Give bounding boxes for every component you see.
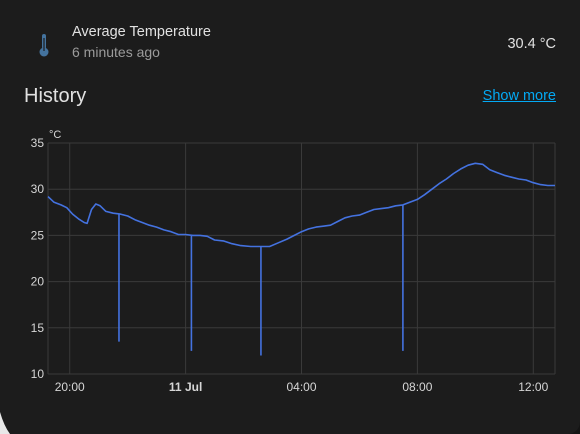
entity-state-value: 30.4 °C <box>507 36 556 52</box>
x-tick-label: 11 Jul <box>169 380 202 394</box>
x-tick-label: 04:00 <box>286 380 316 394</box>
y-tick-label: 10 <box>31 367 45 381</box>
chart-series <box>47 162 555 356</box>
entity-row-average-temperature[interactable]: Average Temperature 6 minutes ago 30.4 °… <box>0 0 580 80</box>
y-tick-label: 25 <box>31 228 45 242</box>
resize-corner-icon <box>0 412 10 434</box>
temperature-series-line <box>47 162 555 248</box>
x-tick-label: 08:00 <box>402 380 432 394</box>
x-tick-label: 20:00 <box>55 380 85 394</box>
y-tick-label: 15 <box>31 321 45 335</box>
entity-last-changed: 6 minutes ago <box>72 44 160 60</box>
history-title: History <box>24 85 87 107</box>
show-more-link[interactable]: Show more <box>482 88 556 104</box>
y-tick-label: 30 <box>31 182 45 196</box>
chart-grid <box>47 142 556 375</box>
y-tick-label: 35 <box>31 136 45 150</box>
thermometer-icon <box>39 34 49 57</box>
entity-name: Average Temperature <box>72 24 211 40</box>
y-axis-unit-label: °C <box>49 129 61 141</box>
x-tick-label: 12:00 <box>518 380 548 394</box>
y-tick-label: 20 <box>31 275 45 289</box>
